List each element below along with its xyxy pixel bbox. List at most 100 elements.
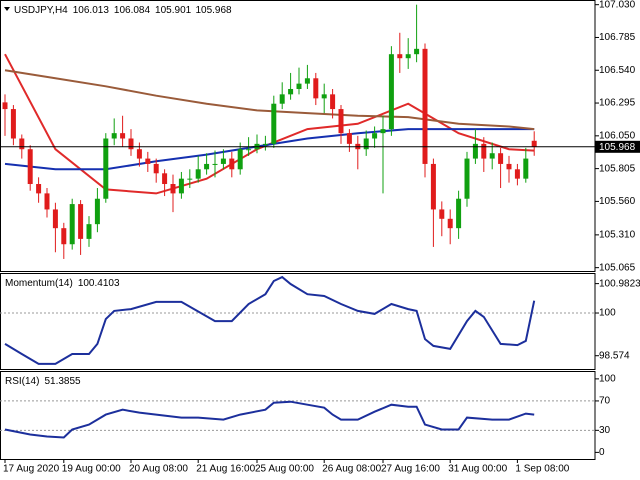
x-tick-label: 1 Sep 08:00 xyxy=(515,464,569,475)
y-tick-label: 30 xyxy=(599,425,611,436)
y-tick-label: 106.785 xyxy=(599,32,636,43)
candle-body xyxy=(36,184,42,194)
candle-body xyxy=(380,129,386,134)
candle-body xyxy=(523,158,529,179)
candle-body xyxy=(2,102,8,110)
candle-body xyxy=(162,173,168,185)
candle-body xyxy=(346,133,352,144)
header-value: 51.3855 xyxy=(44,376,81,387)
y-tick-label: 105.065 xyxy=(599,262,636,273)
x-tick-label: 26 Aug 08:00 xyxy=(322,464,381,475)
candle-body xyxy=(178,178,184,194)
candle-body xyxy=(372,133,378,139)
candle-body xyxy=(44,193,50,210)
candle-body xyxy=(531,140,537,147)
panel-title: USDJPY,H4 xyxy=(14,5,68,16)
header-value: 105.968 xyxy=(195,5,232,16)
x-tick-label: 31 Aug 00:00 xyxy=(448,464,507,475)
current-price-box xyxy=(595,140,640,153)
candle-body xyxy=(111,133,117,139)
panel-title: Momentum(14) xyxy=(5,278,73,289)
moving-average xyxy=(4,53,535,195)
candle-body xyxy=(296,83,302,89)
candle-body xyxy=(153,163,159,174)
indicator-line xyxy=(4,400,535,439)
candle-body xyxy=(464,158,470,199)
candle-body xyxy=(330,94,336,110)
candle-body xyxy=(52,209,58,229)
candle-body xyxy=(422,48,428,164)
candle-body xyxy=(10,109,16,139)
candle-body xyxy=(204,163,210,170)
candle-body xyxy=(439,209,445,219)
candle-body xyxy=(212,163,218,165)
candle-body xyxy=(86,224,92,239)
candle-body xyxy=(246,149,252,151)
candle-body xyxy=(321,94,327,99)
candle-body xyxy=(19,138,25,150)
x-tick-label: 27 Aug 16:00 xyxy=(381,464,440,475)
current-price-label: 105.968 xyxy=(599,142,636,153)
y-tick-label: 100 xyxy=(599,374,616,385)
panel-frame xyxy=(0,273,596,370)
candle-body xyxy=(456,198,462,229)
y-tick-label: 100 xyxy=(599,308,616,319)
candle-body xyxy=(195,169,201,179)
candle-body xyxy=(61,228,67,245)
candle-body xyxy=(237,149,243,170)
candle-body xyxy=(69,204,75,245)
candle-body xyxy=(514,169,520,179)
y-tick-label: 106.540 xyxy=(599,65,636,76)
candle-body xyxy=(506,163,512,170)
candle-body xyxy=(94,198,100,225)
moving-average xyxy=(4,69,535,131)
y-tick-label: 0 xyxy=(599,447,605,458)
y-tick-label: 105.310 xyxy=(599,230,636,241)
candle-body xyxy=(128,138,134,150)
header-value: 106.084 xyxy=(114,5,151,16)
collapse-arrow xyxy=(4,7,10,11)
candle-body xyxy=(136,149,142,159)
x-tick-label: 19 Aug 00:00 xyxy=(62,464,121,475)
panel-header: Momentum(14) 100.4103 xyxy=(5,278,120,289)
candle-body xyxy=(271,103,277,144)
candle-body xyxy=(363,138,369,150)
candle-body xyxy=(120,133,126,139)
candle-body xyxy=(78,204,84,239)
candle-body xyxy=(338,109,344,134)
panel-frame xyxy=(0,371,596,460)
candle-body xyxy=(103,138,109,199)
y-tick-label: 106.295 xyxy=(599,98,636,109)
indicator-line xyxy=(4,275,536,365)
panel-title: RSI(14) xyxy=(5,376,39,387)
candle-body xyxy=(481,143,487,159)
panel-header: USDJPY,H4 106.013 106.084 105.901 105.968 xyxy=(14,5,232,16)
candle-body xyxy=(279,94,285,104)
candle-body xyxy=(187,178,193,180)
moving-average xyxy=(4,128,535,171)
y-tick-label: 107.030 xyxy=(599,0,636,10)
candle-body xyxy=(498,153,504,164)
candle-body xyxy=(145,158,151,164)
candle-body xyxy=(220,158,226,164)
y-tick-label: 105.560 xyxy=(599,196,636,207)
x-tick-label: 20 Aug 08:00 xyxy=(129,464,188,475)
candle-body xyxy=(288,88,294,95)
candle-body xyxy=(472,143,478,159)
candle-body xyxy=(397,54,403,59)
candle-body xyxy=(313,78,319,99)
y-tick-label: 98.574 xyxy=(599,350,630,361)
header-value: 105.901 xyxy=(155,5,192,16)
panel-header: RSI(14) 51.3855 xyxy=(5,376,81,387)
candle-body xyxy=(388,54,394,130)
y-tick-label: 105.805 xyxy=(599,163,636,174)
y-tick-label: 100.9823 xyxy=(599,278,640,289)
x-tick-label: 17 Aug 2020 xyxy=(3,464,60,475)
candle-body xyxy=(262,143,268,145)
candle-body xyxy=(414,48,420,55)
candle-body xyxy=(447,218,453,229)
candle-body xyxy=(229,158,235,170)
